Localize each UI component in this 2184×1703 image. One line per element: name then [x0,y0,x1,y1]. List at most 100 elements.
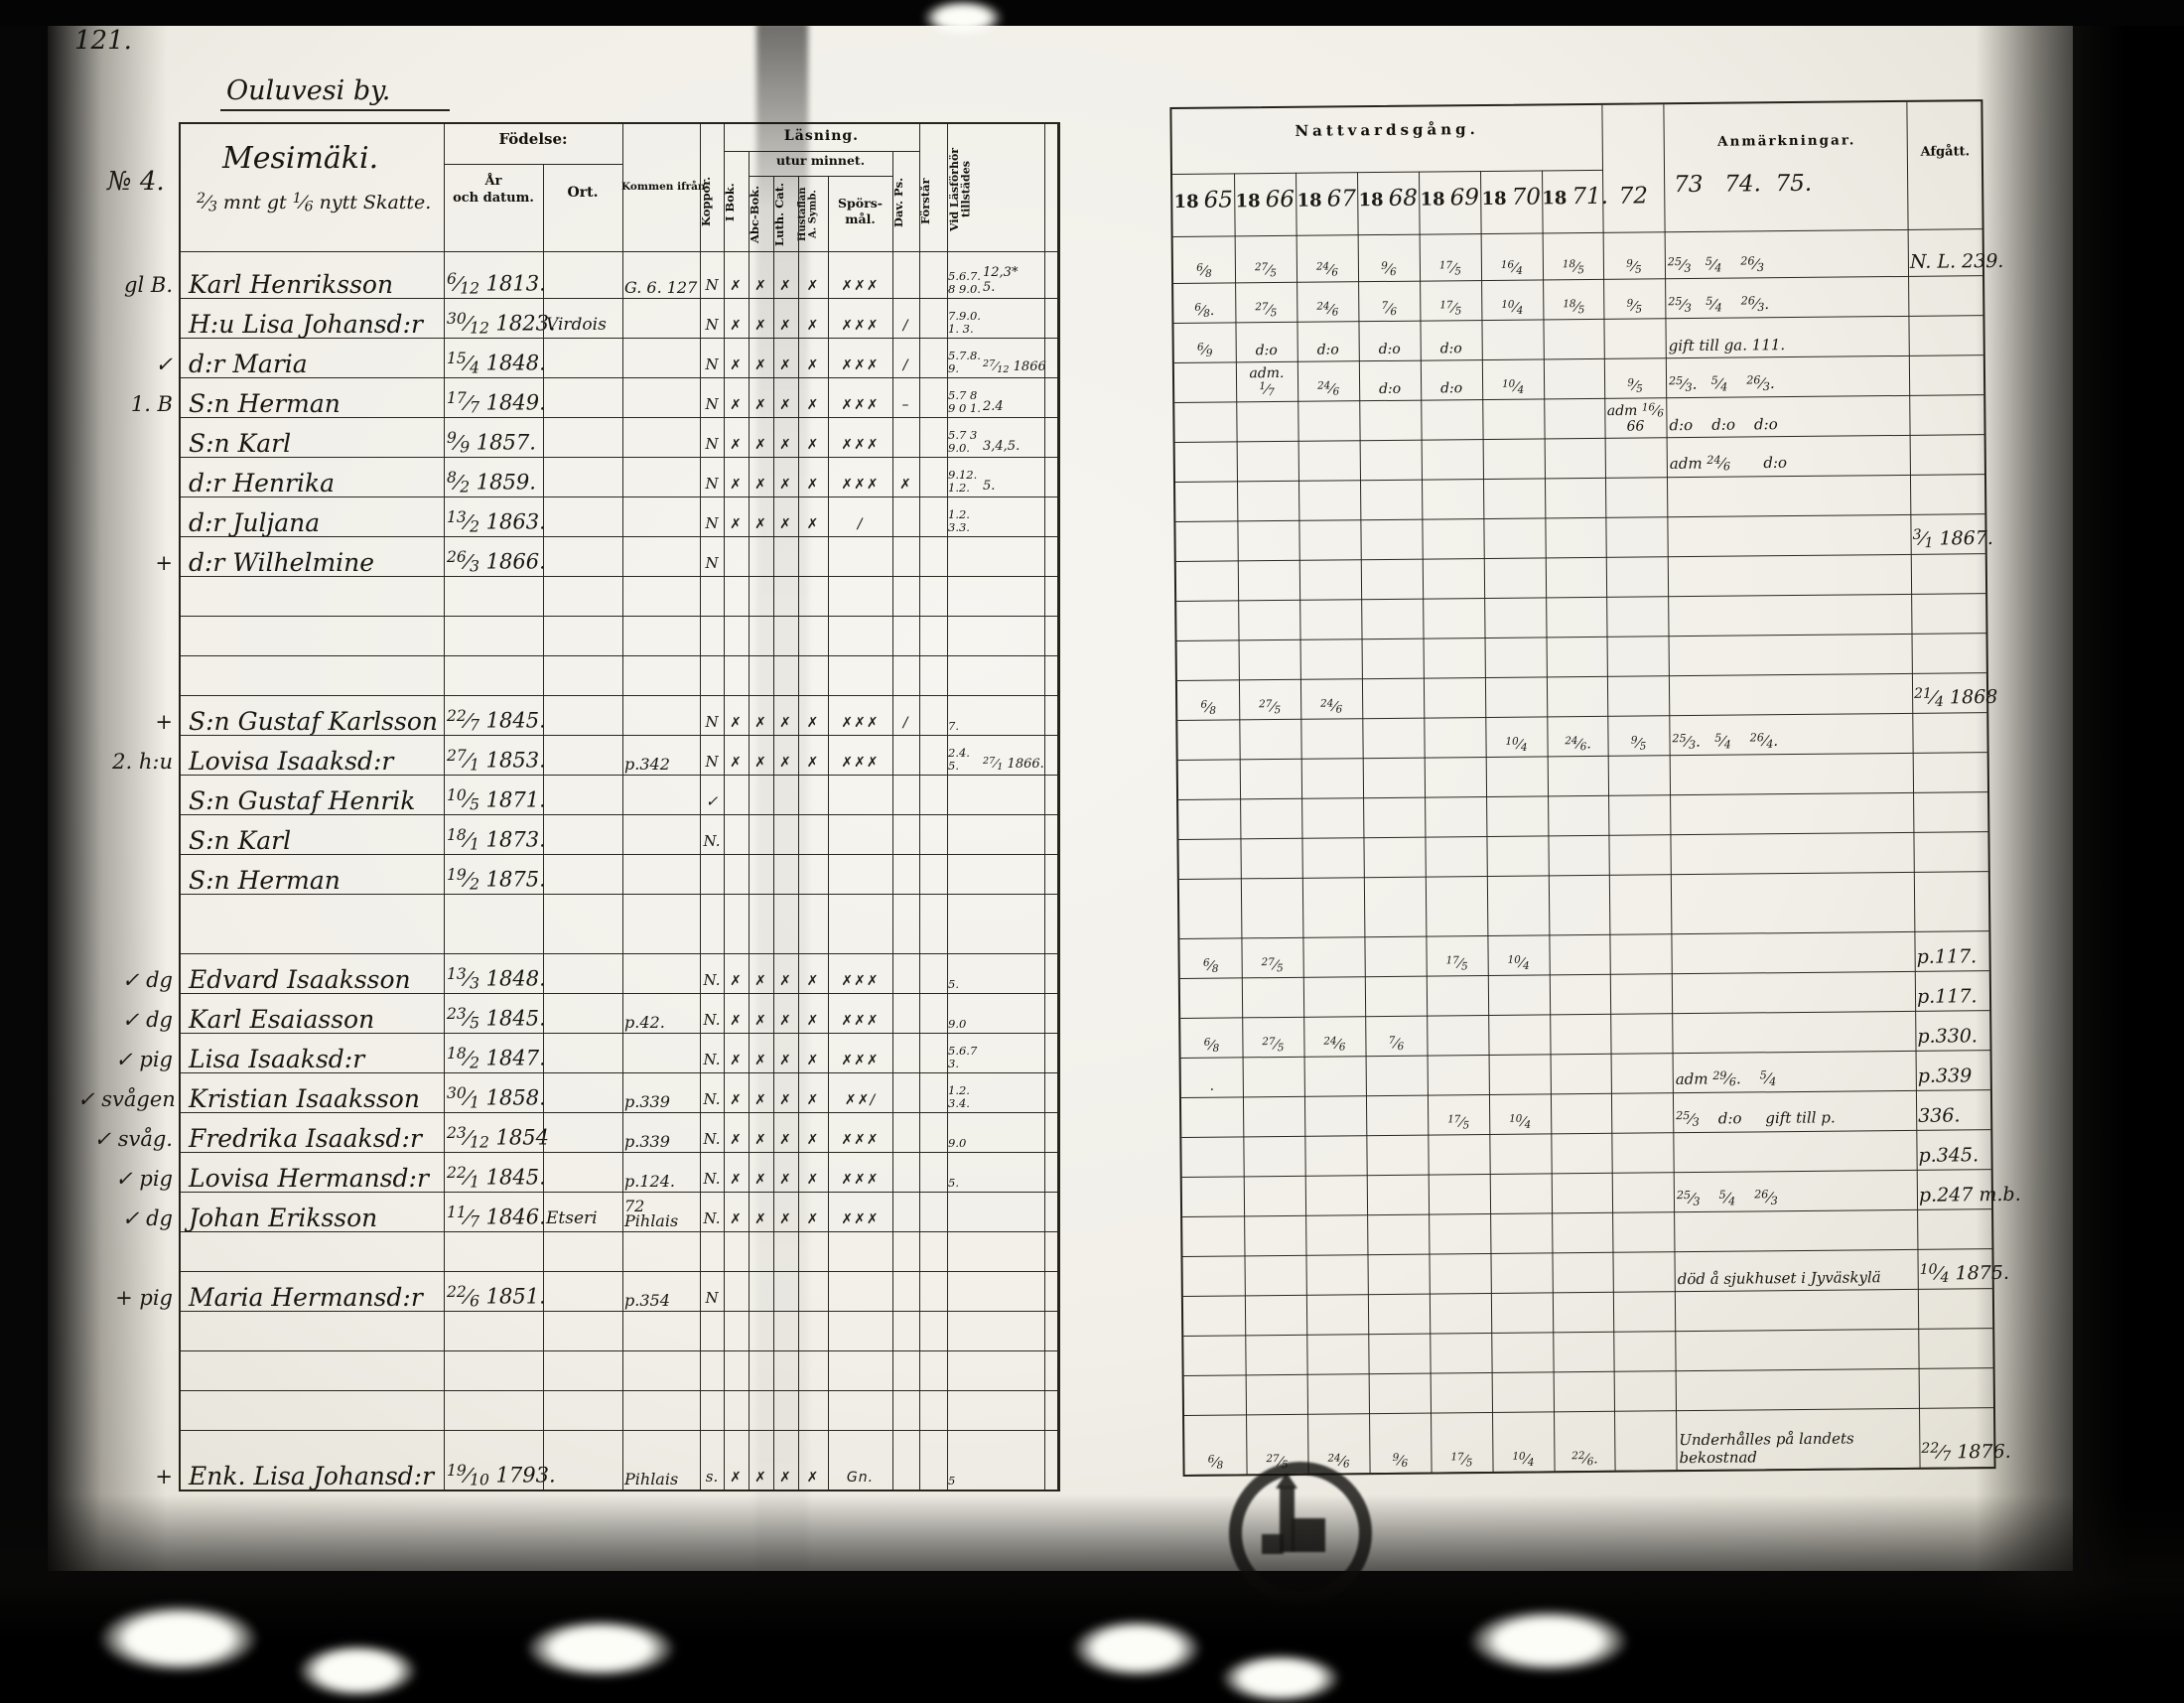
remark: 25⁄3 5⁄4 26⁄3. [1668,294,1770,315]
communion-date-72: 9⁄5 [1626,297,1643,316]
smallpox-mark: N [705,276,719,294]
communion-date: 7⁄6 [1381,299,1398,319]
attendance-numbers: 5.7.8. 9. [948,348,981,375]
reading-mark: / [902,715,909,731]
reading-mark: ✗ [730,516,743,532]
reading-mark: ✗✗✗ [841,278,880,294]
reading-mark: – [901,397,910,413]
remark: 25⁄3 d:o gift till p. [1676,1108,1836,1129]
smallpox-mark: N. [703,1090,721,1108]
column-line [622,124,623,1490]
gutter-numbers: 12,3* 5. [983,265,1019,296]
communion-date: 10⁄4 [1512,1450,1535,1469]
communion-date: d:o [1255,343,1278,359]
birth-place: Virdois [546,315,607,335]
header-line [724,151,919,152]
communion-date: 18⁄5 [1562,258,1585,277]
person-name: Fredrika Isaaksd:r [189,1124,422,1153]
person-name: Johan Eriksson [189,1204,378,1232]
communion-date: 7⁄6 [1388,1034,1405,1053]
attendance-numbers: 5.6.7. 8 9.0. [948,268,981,296]
gutter-numbers: 2.4 [983,399,1004,415]
communion-date: d:o [1439,380,1463,397]
came-from: Pihlais [624,1469,679,1489]
communion-date: d:o [1378,342,1401,358]
table-row [181,576,1057,617]
communion-date: 10⁄4 [1507,953,1530,972]
column-line [749,151,750,1490]
person-name: Lovisa Isaaksd:r [189,747,394,776]
communion-date: 27⁄5 [1262,1035,1285,1055]
book-page [48,22,2073,1571]
reading-mark: ✗✗✗ [841,755,880,771]
birth-date: 23⁄5 1845. [447,1005,546,1033]
header-line [749,176,892,177]
reading-mark: ✗ [806,516,820,532]
reading-mark: ✗✗/ [844,1092,877,1108]
attendance-numbers: 9.0 [948,1135,967,1150]
attendance-numbers: 7.9.0. 1. 3. [948,308,981,336]
farm-subtitle: 2⁄3 mnt gt 1⁄6 nytt Skatte. [197,191,432,215]
person-name: Kristian Isaaksson [189,1084,420,1113]
person-name: S:n Herman [189,866,341,895]
communion-date: 6⁄9 [1196,341,1213,359]
attendance-numbers: 9.0 [948,1016,967,1031]
remark: 25⁄3. 5⁄4 26⁄4. [1672,731,1779,752]
reading-mark: ✗ [730,357,743,373]
reading-mark: ✗ [806,1211,820,1227]
column-line [543,164,544,1490]
came-from: G. 6. 127 [624,277,698,297]
reading-mark: ✗ [730,477,743,493]
remark: adm 29⁄6. 5⁄4 [1675,1068,1777,1089]
table-row: ✓ svåg.Fredrika Isaaksd:r23⁄12 1854p.339… [93,1112,1057,1153]
reading-mark: ✗ [730,1132,743,1148]
table-row [181,1390,1057,1431]
header-line [181,251,1057,252]
smallpox-mark: N [705,475,719,493]
smallpox-mark: N. [703,1051,721,1068]
remark: 25⁄3 5⁄4 26⁄3 [1667,254,1765,275]
edge-blotch [1469,1609,1628,1673]
person-name: S:n Karl [189,826,292,855]
smallpox-mark: N. [703,1209,721,1227]
person-name: S:n Gustaf Karlsson [189,707,438,736]
reading-mark: ✗✗✗ [841,397,880,413]
communion-date: d:o [1439,341,1462,357]
communion-date: 24⁄6 [1323,1035,1346,1054]
header-forstar: Förstår [918,178,932,224]
reading-mark: ✗✗✗ [841,437,880,453]
smallpox-mark: s. [705,1468,719,1486]
reading-mark: ✗✗✗ [841,1132,880,1148]
birth-date: 15⁄4 1848. [447,350,546,377]
smallpox-mark: N [705,1289,719,1307]
edge-blotch [298,1643,417,1698]
reading-mark: ✗ [899,477,912,493]
communion-date: 24⁄6 [1315,260,1339,279]
communion-date: 9⁄6 [1381,259,1397,279]
smallpox-mark: N [705,355,719,373]
came-from: p.339 [624,1131,670,1151]
communion-date: 10⁄4 [1509,1112,1532,1131]
table-row: S:n Karl 18⁄1 1873. N. [181,814,1057,855]
gutter-numbers: 27⁄1 1866. [983,756,1044,773]
village-title: Ouluvesi by. [219,75,451,111]
header-ort: Ort. [567,185,599,201]
person-name: Lisa Isaaksd:r [189,1045,365,1073]
column-line [919,124,920,1490]
smallpox-mark: N. [703,1011,721,1029]
communion-date: 27⁄5 [1254,261,1278,280]
reading-mark: ✗ [806,477,820,493]
edge-blotch [1072,1619,1201,1678]
birth-date: 18⁄2 1847. [447,1045,546,1072]
person-name: Karl Esaiasson [189,1005,375,1034]
birth-date: 13⁄2 1863. [447,508,546,536]
edge-blotch [1221,1653,1340,1703]
communion-date-72: 9⁄5 [1626,257,1642,276]
table-row: S:n Herman 19⁄2 1875. [181,854,1057,895]
communion-date: 27⁄5 [1261,955,1284,975]
